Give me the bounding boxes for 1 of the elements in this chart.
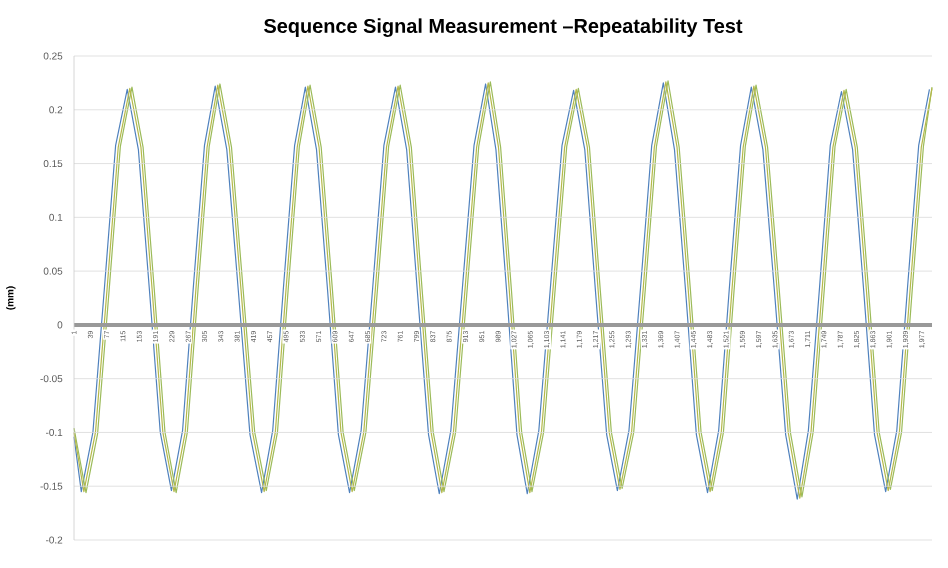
chart-title: Sequence Signal Measurement –Repeatability Test: [264, 18, 743, 38]
